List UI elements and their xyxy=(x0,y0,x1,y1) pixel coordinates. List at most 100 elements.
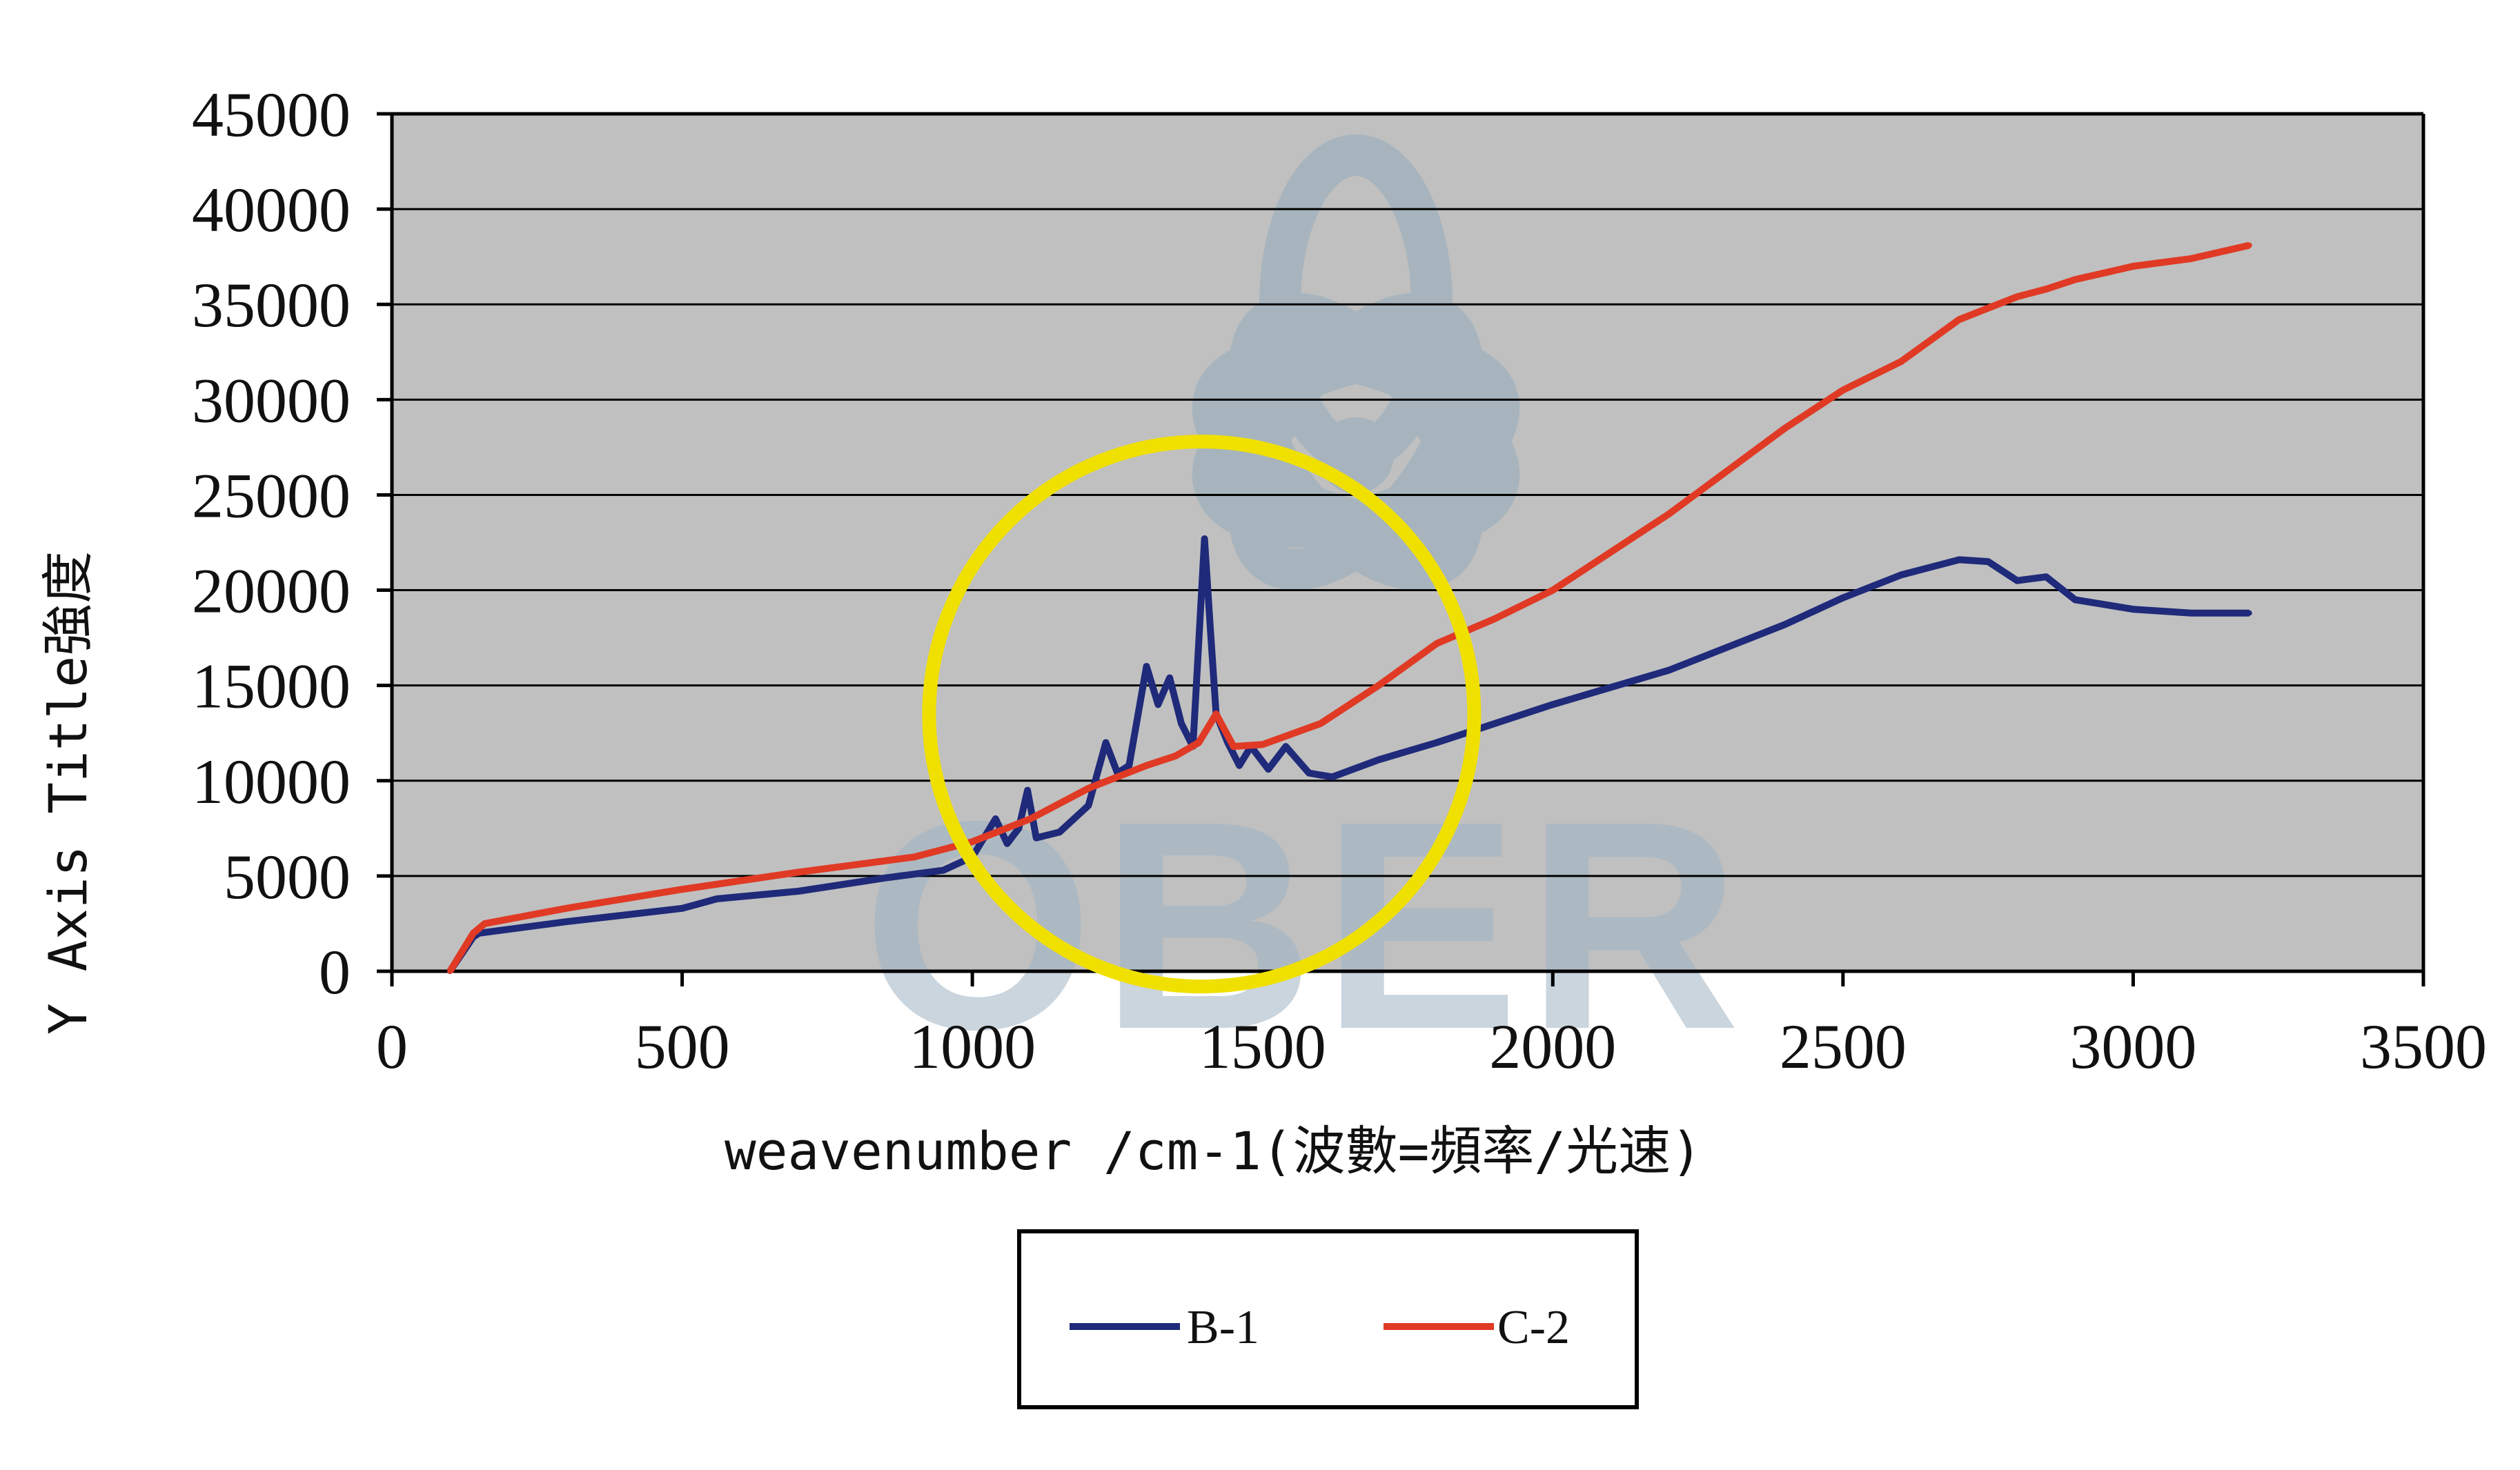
x-tick-label: 500 xyxy=(635,1011,730,1082)
series-point xyxy=(795,888,801,894)
legend-box xyxy=(1017,1229,1639,1409)
series-point xyxy=(1317,720,1323,726)
series-point xyxy=(1004,840,1010,846)
series-point xyxy=(2043,574,2049,580)
series-point xyxy=(1956,557,1962,563)
y-tick-label: 25000 xyxy=(192,460,351,530)
x-tick-label: 2500 xyxy=(1780,1011,1907,1082)
series-point xyxy=(1179,720,1184,726)
x-tick-label: 1000 xyxy=(909,1011,1036,1082)
series-point xyxy=(1375,757,1381,763)
y-axis-title: Y Axis Title強度 xyxy=(37,551,99,1035)
series-point xyxy=(447,969,453,974)
series-point xyxy=(1208,625,1213,631)
series-point xyxy=(1329,774,1335,780)
legend: B-1 C-2 xyxy=(1017,1229,1639,1409)
series-point xyxy=(2246,610,2252,616)
x-tick-label: 3500 xyxy=(2360,1011,2487,1082)
series-point xyxy=(1550,702,1556,708)
y-tick-label: 40000 xyxy=(192,175,351,245)
series-point xyxy=(1306,770,1312,776)
series-point xyxy=(2130,606,2136,613)
series-lines xyxy=(446,241,2252,974)
series-point xyxy=(1782,425,1788,431)
series-line-c2 xyxy=(446,241,2250,973)
series-point xyxy=(2072,277,2078,283)
series-point xyxy=(1143,664,1150,669)
series-point xyxy=(1956,317,1962,323)
series-point xyxy=(969,839,976,845)
series-point xyxy=(1213,711,1219,717)
series-point xyxy=(2130,264,2136,269)
series-point xyxy=(1985,559,1991,565)
series-point xyxy=(1434,739,1440,746)
series-point xyxy=(1085,802,1092,808)
y-tick-label: 0 xyxy=(319,937,351,1007)
y-tick-label: 10000 xyxy=(192,746,351,817)
series-point xyxy=(2188,610,2194,616)
series-point xyxy=(795,869,801,875)
y-tick-label: 30000 xyxy=(192,365,351,435)
legend-label-b1: B-1 xyxy=(1187,1301,1259,1354)
series-point xyxy=(883,875,888,881)
series-point xyxy=(2072,597,2078,603)
series-point xyxy=(1266,766,1272,773)
watermark-text: OBER xyxy=(863,760,1747,1091)
series-point xyxy=(1492,616,1498,622)
series-point xyxy=(1782,622,1788,628)
x-tick-label: 2000 xyxy=(1489,1011,1616,1082)
series-point xyxy=(1201,536,1208,542)
series-point xyxy=(563,919,569,925)
watermark: OBER xyxy=(863,135,1747,1091)
series-point xyxy=(1103,739,1109,746)
series-point xyxy=(1196,739,1202,746)
x-tick-label: 0 xyxy=(376,1011,408,1082)
series-point xyxy=(1033,835,1039,841)
x-tick-label: 3000 xyxy=(2069,1011,2196,1082)
series-point xyxy=(482,920,488,926)
series-point xyxy=(2014,294,2020,300)
series-point xyxy=(912,854,917,860)
series-point xyxy=(1283,744,1289,750)
x-axis-title: weavenumber /cm-1(波數=頻率/光速) xyxy=(725,1120,1702,1182)
series-point xyxy=(1025,787,1031,793)
highlight-circle xyxy=(922,435,1482,994)
series-point xyxy=(1666,667,1672,673)
series-point xyxy=(470,930,476,936)
series-point xyxy=(1898,572,1904,578)
series-point xyxy=(992,816,998,822)
series-point xyxy=(2188,255,2194,261)
series-point xyxy=(1550,587,1556,593)
series-point xyxy=(1259,742,1266,748)
series-point xyxy=(1056,829,1063,835)
series-point xyxy=(1375,682,1381,688)
series-point xyxy=(1143,762,1150,768)
series-point xyxy=(1434,640,1440,646)
series-point xyxy=(1237,762,1243,768)
series-point xyxy=(1126,762,1132,768)
series-point xyxy=(1027,816,1034,822)
series-point xyxy=(2246,242,2252,248)
series-point xyxy=(2043,286,2049,292)
series-point xyxy=(563,905,569,911)
series-point xyxy=(1898,359,1904,365)
y-tick-label: 5000 xyxy=(224,842,351,912)
series-point xyxy=(1840,595,1846,601)
y-tick-label: 20000 xyxy=(192,556,351,626)
series-point xyxy=(714,896,720,902)
series-point xyxy=(1666,511,1672,517)
series-point xyxy=(1167,675,1173,681)
x-tick-label: 1500 xyxy=(1199,1011,1326,1082)
y-tick-label: 35000 xyxy=(192,270,351,340)
series-point xyxy=(1840,387,1846,393)
series-point xyxy=(1172,753,1179,759)
legend-label-c2: C-2 xyxy=(1497,1301,1570,1354)
y-tick-labels: 0 5000 10000 15000 20000 25000 30000 35000 40000… xyxy=(192,79,351,1007)
y-tick-label: 45000 xyxy=(192,79,351,150)
series-point xyxy=(941,867,947,873)
series-point xyxy=(2014,577,2020,584)
y-tick-label: 15000 xyxy=(192,651,351,722)
series-point xyxy=(679,905,685,911)
series-point xyxy=(1230,744,1237,750)
